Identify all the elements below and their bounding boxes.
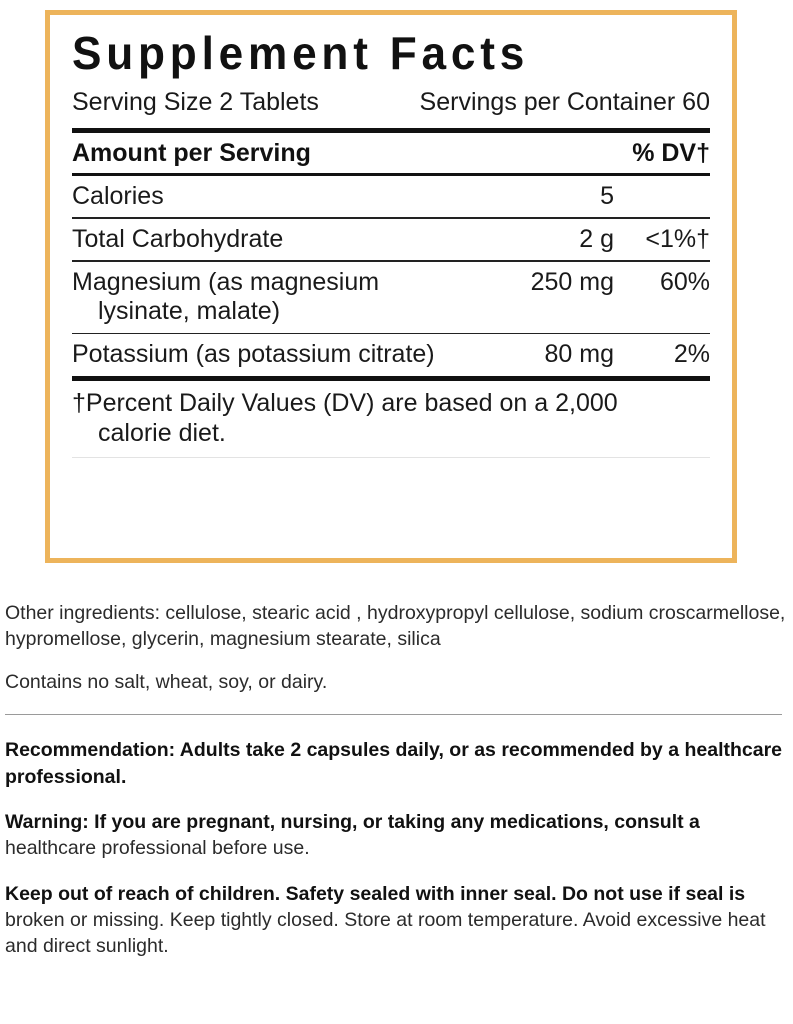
footnote-line1: †Percent Daily Values (DV) are based on … — [72, 388, 618, 417]
table-row: Total Carbohydrate 2 g <1%† — [72, 219, 710, 261]
nutrient-dv: <1%† — [645, 224, 710, 253]
row-divider — [72, 332, 710, 335]
table-row: Magnesium (as magnesium lysinate, malate… — [72, 262, 710, 333]
supplement-facts-inner: Supplement Facts Serving Size 2 Tablets … — [50, 15, 732, 458]
nutrient-name: Calories — [72, 181, 164, 210]
section-divider — [5, 713, 782, 716]
nutrient-name: Magnesium (as magnesium lysinate, malate… — [72, 268, 496, 327]
table-row: Potassium (as potassium citrate) 80 mg 2… — [72, 334, 710, 376]
supplement-facts-panel: Supplement Facts Serving Size 2 Tablets … — [45, 10, 737, 563]
warning-body: healthcare professional before use. — [5, 837, 310, 860]
row-divider — [72, 260, 710, 262]
amount-per-serving-header-row: Amount per Serving % DV† — [72, 133, 710, 173]
page-title: Supplement Facts — [72, 27, 530, 79]
nutrient-name: Total Carbohydrate — [72, 224, 284, 253]
nutrient-amount: 2 g — [579, 224, 614, 253]
other-ingredients-text: Other ingredients: cellulose, stearic ac… — [5, 602, 786, 651]
footnote-line2: calorie diet. — [98, 418, 226, 447]
rule-under-amount-header — [72, 172, 710, 176]
servings-per-container-label: Servings per Container 60 — [419, 88, 710, 117]
nutrient-name-line1: Magnesium (as magnesium — [72, 267, 380, 296]
nutrient-amount: 5 — [600, 181, 614, 210]
serving-size-label: Serving Size 2 Tablets — [72, 88, 319, 117]
nutrient-name: Potassium (as potassium citrate) — [72, 340, 435, 369]
footnote-hairline — [72, 456, 710, 458]
daily-value-footnote: †Percent Daily Values (DV) are based on … — [72, 381, 710, 457]
nutrient-dv: 60% — [659, 267, 710, 296]
serving-info-row: Serving Size 2 Tablets Servings per Cont… — [72, 89, 710, 128]
nutrient-amount: 80 mg — [544, 340, 614, 369]
keep-out-of-reach-text: Keep out of reach of children. Safety se… — [5, 881, 788, 960]
warning-text: Warning: If you are pregnant, nursing, o… — [5, 809, 788, 862]
nutrient-name-line2: lysinate, malate) — [98, 297, 281, 326]
keep-out-body: broken or missing. Keep tightly closed. … — [5, 909, 766, 958]
recommendation-text: Recommendation: Adults take 2 capsules d… — [5, 739, 783, 788]
nutrient-dv: 2% — [673, 340, 710, 369]
nutrient-amount: 250 mg — [530, 267, 614, 296]
warning-heading: Warning: If you are pregnant, nursing, o… — [5, 811, 700, 834]
table-row: Calories 5 — [72, 176, 710, 218]
label-body-copy: Other ingredients: cellulose, stearic ac… — [5, 600, 788, 979]
row-divider — [72, 217, 710, 219]
contains-statement: Contains no salt, wheat, soy, or dairy. — [5, 670, 328, 693]
keep-out-heading: Keep out of reach of children. Safety se… — [5, 882, 746, 905]
amount-per-serving-label: Amount per Serving — [72, 138, 311, 167]
percent-dv-label: % DV† — [632, 138, 710, 167]
rule-thick-top — [72, 127, 710, 133]
rule-thick-bottom — [72, 375, 710, 381]
